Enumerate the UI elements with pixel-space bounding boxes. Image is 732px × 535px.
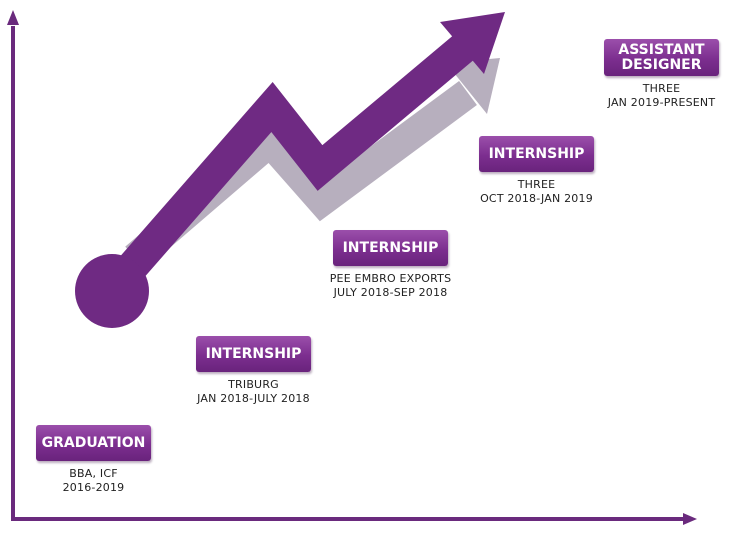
growth-arrow <box>75 12 505 328</box>
y-axis-arrowhead <box>7 10 19 25</box>
milestone-organization: THREE <box>642 82 681 95</box>
milestone-title: INTERNSHIP <box>342 239 439 256</box>
milestone-period: JAN 2018-JULY 2018 <box>197 392 310 405</box>
milestone-detail: THREE OCT 2018-JAN 2019 <box>449 178 624 206</box>
milestone-period: OCT 2018-JAN 2019 <box>480 192 593 205</box>
milestone-period: 2016-2019 <box>62 481 125 494</box>
milestone-badge: INTERNSHIP <box>196 336 311 372</box>
milestone-detail: BBA, ICF 2016-2019 <box>6 467 181 495</box>
milestone-organization: PEE EMBRO EXPORTS <box>329 272 452 285</box>
milestone-title: INTERNSHIP <box>488 145 585 162</box>
milestone-title: GRADUATION <box>41 434 146 451</box>
milestone-badge: INTERNSHIP <box>479 136 594 172</box>
milestone-organization: BBA, ICF <box>69 467 118 480</box>
milestone-detail: PEE EMBRO EXPORTS JULY 2018-SEP 2018 <box>303 272 478 300</box>
milestone-title-line-2: DESIGNER <box>621 56 702 73</box>
milestone-period: JAN 2019-PRESENT <box>607 96 716 109</box>
milestone-badge: ASSISTANT DESIGNER <box>604 39 719 76</box>
milestone-title-line-1: ASSISTANT <box>618 41 705 58</box>
milestone-badge: INTERNSHIP <box>333 230 448 266</box>
milestone-organization: TRIBURG <box>228 378 279 391</box>
growth-arrow-start-circle <box>75 254 149 328</box>
milestone-detail: TRIBURG JAN 2018-JULY 2018 <box>166 378 341 406</box>
milestone-title: INTERNSHIP <box>205 345 302 362</box>
milestone-period: JULY 2018-SEP 2018 <box>333 286 448 299</box>
milestone-badge: GRADUATION <box>36 425 151 461</box>
x-axis-arrowhead <box>683 513 697 525</box>
milestone-detail: THREE JAN 2019-PRESENT <box>584 82 732 110</box>
milestone-organization: THREE <box>517 178 556 191</box>
